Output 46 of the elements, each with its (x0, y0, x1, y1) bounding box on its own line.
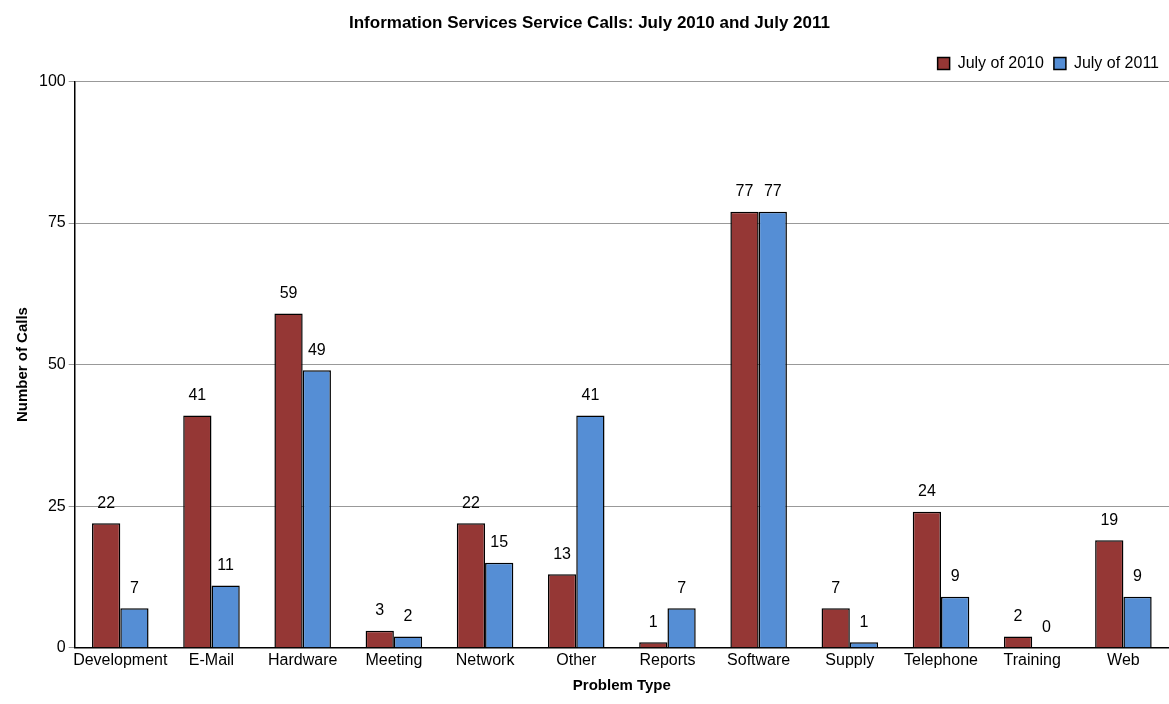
data-label: 11 (217, 555, 235, 573)
data-label: 77 (735, 182, 754, 200)
data-label: 15 (490, 533, 509, 551)
x-tick-label: Hardware (268, 650, 338, 668)
data-label: 19 (1100, 510, 1119, 528)
y-tick-label: 75 (47, 213, 66, 231)
data-label: 7 (831, 578, 841, 596)
data-label: 7 (129, 578, 139, 596)
x-tick-label: Network (455, 650, 516, 668)
y-tick-label: 50 (47, 355, 66, 373)
x-tick-label: Training (1003, 650, 1061, 668)
x-tick-label: Meeting (365, 650, 423, 668)
x-tick-label: Supply (825, 650, 875, 668)
x-axis-title: Problem Type (572, 676, 671, 694)
x-tick-label: Software (727, 650, 791, 668)
data-label: 41 (188, 385, 207, 403)
y-tick-label: 25 (47, 496, 66, 514)
data-label: 9 (950, 567, 960, 585)
data-label: 41 (581, 385, 600, 403)
data-label: 0 (1041, 618, 1051, 636)
data-label: 77 (763, 182, 782, 200)
y-tick-label: 100 (38, 71, 66, 89)
x-tick-label: Telephone (904, 650, 979, 668)
x-tick-label: Web (1107, 650, 1140, 668)
x-tick-label: E-Mail (188, 650, 235, 668)
data-label: 1 (648, 612, 658, 630)
data-label: 49 (307, 340, 326, 358)
y-tick-label: 0 (56, 638, 66, 656)
y-axis-title: Number of Calls (13, 307, 31, 423)
legend-label: July of 2011 (1073, 53, 1160, 71)
data-label: 59 (279, 284, 298, 302)
data-label: 13 (553, 544, 572, 562)
x-tick-label: Other (556, 650, 597, 668)
data-label: 2 (403, 606, 413, 624)
data-label: 2 (1013, 606, 1023, 624)
data-label: 7 (677, 578, 687, 596)
data-label: 9 (1133, 567, 1143, 585)
data-label: 22 (97, 493, 116, 511)
legend-label: July of 2010 (957, 53, 1045, 71)
x-tick-label: Reports (639, 650, 696, 668)
data-label: 3 (375, 601, 385, 619)
x-tick-label: Development (73, 650, 168, 668)
data-label: 24 (917, 482, 936, 500)
data-label: 1 (859, 612, 869, 630)
chart-title: Information Services Service Calls: July 2010 and July 2011 (349, 12, 830, 32)
data-label: 22 (462, 493, 480, 511)
